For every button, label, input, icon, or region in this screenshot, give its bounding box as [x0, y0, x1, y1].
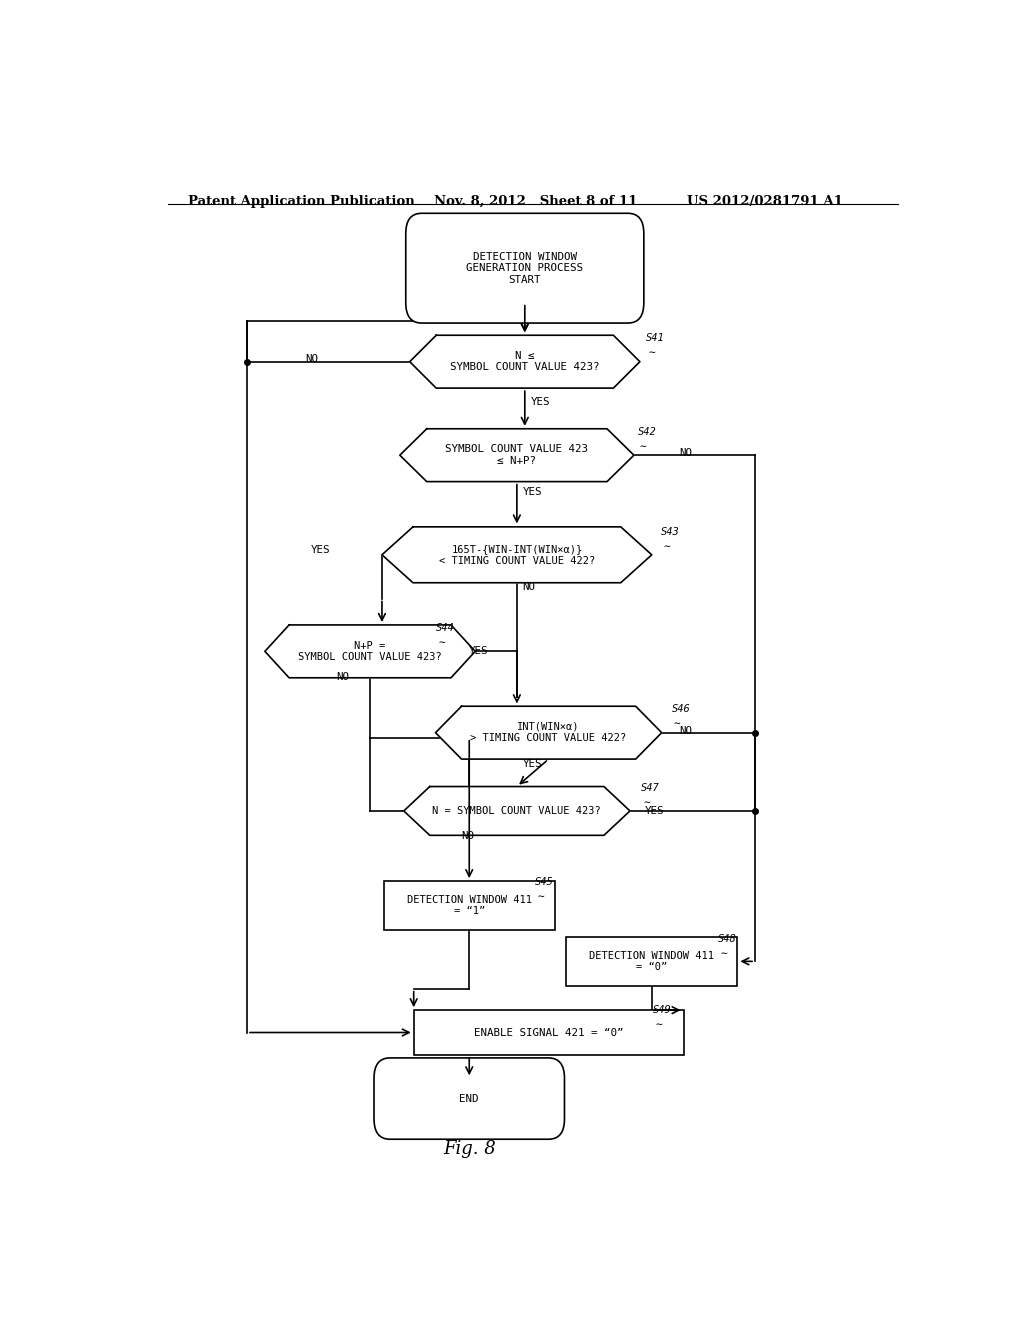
Text: NO: NO [305, 354, 318, 363]
Text: YES: YES [311, 545, 331, 554]
Text: S42: S42 [638, 426, 656, 437]
Text: DETECTION WINDOW 411
= “0”: DETECTION WINDOW 411 = “0” [589, 950, 715, 972]
Text: ∼: ∼ [438, 638, 445, 648]
Text: 165T-{WIN-INT(WIN×α)}
< TIMING COUNT VALUE 422?: 165T-{WIN-INT(WIN×α)} < TIMING COUNT VAL… [438, 544, 595, 565]
Text: INT(WIN×α)
> TIMING COUNT VALUE 422?: INT(WIN×α) > TIMING COUNT VALUE 422? [470, 722, 627, 743]
Text: ∼: ∼ [664, 541, 671, 552]
Polygon shape [410, 335, 640, 388]
Text: ∼: ∼ [640, 442, 646, 451]
Text: ∼: ∼ [643, 797, 650, 808]
Text: NO: NO [461, 832, 474, 841]
Text: ∼: ∼ [674, 719, 681, 730]
Text: Fig. 8: Fig. 8 [442, 1140, 496, 1159]
Text: ∼: ∼ [720, 949, 727, 960]
Text: NO: NO [522, 582, 536, 593]
Text: NO: NO [680, 726, 692, 735]
Polygon shape [399, 429, 634, 482]
Bar [384, 880, 555, 929]
Text: NO: NO [336, 672, 349, 681]
Text: US 2012/0281791 A1: US 2012/0281791 A1 [687, 195, 844, 209]
Polygon shape [435, 706, 662, 759]
Text: Nov. 8, 2012   Sheet 8 of 11: Nov. 8, 2012 Sheet 8 of 11 [433, 195, 637, 209]
Text: S46: S46 [672, 705, 690, 714]
Text: S48: S48 [718, 935, 736, 944]
Polygon shape [403, 787, 630, 836]
Text: END: END [460, 1093, 479, 1104]
Text: N ≤
SYMBOL COUNT VALUE 423?: N ≤ SYMBOL COUNT VALUE 423? [451, 351, 599, 372]
Text: SYMBOL COUNT VALUE 423
≤ N+P?: SYMBOL COUNT VALUE 423 ≤ N+P? [445, 445, 589, 466]
Text: Patent Application Publication: Patent Application Publication [187, 195, 415, 209]
Text: YES: YES [522, 487, 542, 496]
FancyBboxPatch shape [374, 1057, 564, 1139]
Bar [566, 937, 737, 986]
Text: N+P =
SYMBOL COUNT VALUE 423?: N+P = SYMBOL COUNT VALUE 423? [298, 640, 442, 663]
Text: ENABLE SIGNAL 421 = “0”: ENABLE SIGNAL 421 = “0” [474, 1027, 624, 1038]
Text: NO: NO [680, 449, 692, 458]
Text: YES: YES [530, 397, 550, 408]
Text: DETECTION WINDOW 411
= “1”: DETECTION WINDOW 411 = “1” [407, 895, 531, 916]
Polygon shape [382, 527, 652, 582]
Text: ∼: ∼ [655, 1020, 663, 1031]
Text: YES: YES [645, 807, 665, 816]
Polygon shape [265, 624, 475, 677]
Text: ∼: ∼ [648, 348, 655, 359]
Bar [414, 1010, 684, 1055]
Text: S43: S43 [662, 527, 680, 536]
Text: N = SYMBOL COUNT VALUE 423?: N = SYMBOL COUNT VALUE 423? [432, 807, 601, 816]
Text: S45: S45 [536, 878, 554, 887]
Text: S47: S47 [641, 783, 659, 792]
Text: YES: YES [469, 647, 488, 656]
FancyBboxPatch shape [406, 214, 644, 323]
Text: DETECTION WINDOW
GENERATION PROCESS
START: DETECTION WINDOW GENERATION PROCESS STAR… [466, 252, 584, 285]
Text: YES: YES [522, 759, 542, 770]
Text: ∼: ∼ [538, 892, 544, 903]
Text: S44: S44 [436, 623, 455, 634]
Text: S49: S49 [653, 1006, 672, 1015]
Text: S41: S41 [646, 334, 665, 343]
